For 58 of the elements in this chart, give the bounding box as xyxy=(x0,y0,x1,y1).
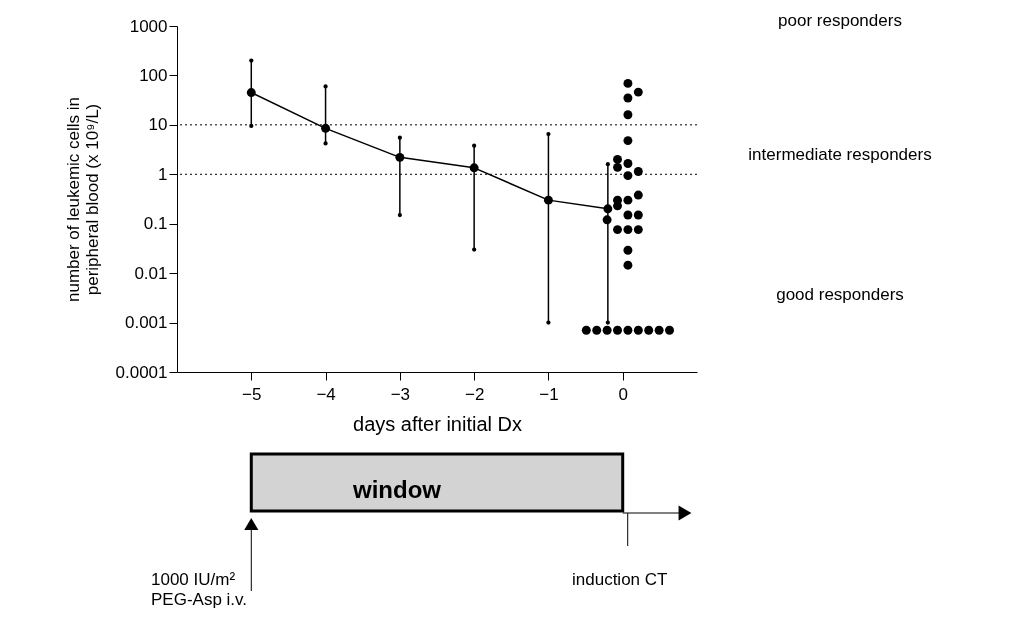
x-axis-title: days after initial Dx xyxy=(353,412,522,435)
y-tick-label: 100 xyxy=(139,65,168,85)
text: induction CT xyxy=(572,570,668,589)
point xyxy=(623,245,633,255)
x-tick-label: −5 xyxy=(242,384,262,404)
text: poor responders xyxy=(778,11,902,30)
x-tick-label: −1 xyxy=(539,384,559,404)
text: good responders xyxy=(776,285,904,304)
point xyxy=(613,154,622,164)
point xyxy=(469,163,479,173)
point xyxy=(246,88,256,98)
point xyxy=(603,204,613,214)
text: 1000 IU/m² xyxy=(151,570,236,589)
point xyxy=(623,210,633,220)
point xyxy=(654,325,664,335)
point xyxy=(633,210,643,220)
y-tick-label: 1 xyxy=(158,164,168,184)
y-axis-title: number of leukemic cells in peripheral blood (x 10⁹/L) xyxy=(63,96,102,303)
y-tick-label: 1000 xyxy=(129,16,168,36)
point xyxy=(633,190,643,200)
point xyxy=(623,325,633,335)
point xyxy=(623,93,633,103)
text: intermediate responders xyxy=(748,145,932,164)
x-tick-label: −2 xyxy=(464,384,485,404)
x-tick-label: −3 xyxy=(390,384,411,404)
point xyxy=(602,325,612,335)
point xyxy=(602,215,612,225)
point xyxy=(633,87,643,97)
point xyxy=(543,195,553,205)
point xyxy=(665,325,674,335)
y-tick-label: 0.01 xyxy=(134,263,168,283)
y-tick-label: 0.001 xyxy=(124,313,168,333)
point xyxy=(395,152,405,162)
point xyxy=(581,325,591,335)
point xyxy=(592,325,602,335)
x-tick-label: 0 xyxy=(618,384,628,404)
point xyxy=(613,225,622,235)
point xyxy=(623,195,633,205)
x-tick-label: −4 xyxy=(316,384,336,404)
y-tick-label: 0.0001 xyxy=(115,362,168,382)
point xyxy=(623,159,633,168)
point xyxy=(633,325,643,335)
point xyxy=(633,167,643,176)
point xyxy=(623,110,633,120)
point xyxy=(623,260,633,270)
point xyxy=(613,162,622,172)
point xyxy=(633,225,643,235)
point xyxy=(623,225,633,235)
point xyxy=(623,171,633,181)
point xyxy=(613,325,622,335)
text: PEG-Asp i.v. xyxy=(151,590,248,609)
text: window xyxy=(352,476,442,503)
point xyxy=(623,78,633,88)
y-tick-label: 0.1 xyxy=(143,214,168,234)
point xyxy=(644,325,654,335)
point xyxy=(321,123,331,133)
y-tick-label: 10 xyxy=(148,115,168,135)
point xyxy=(623,136,633,146)
